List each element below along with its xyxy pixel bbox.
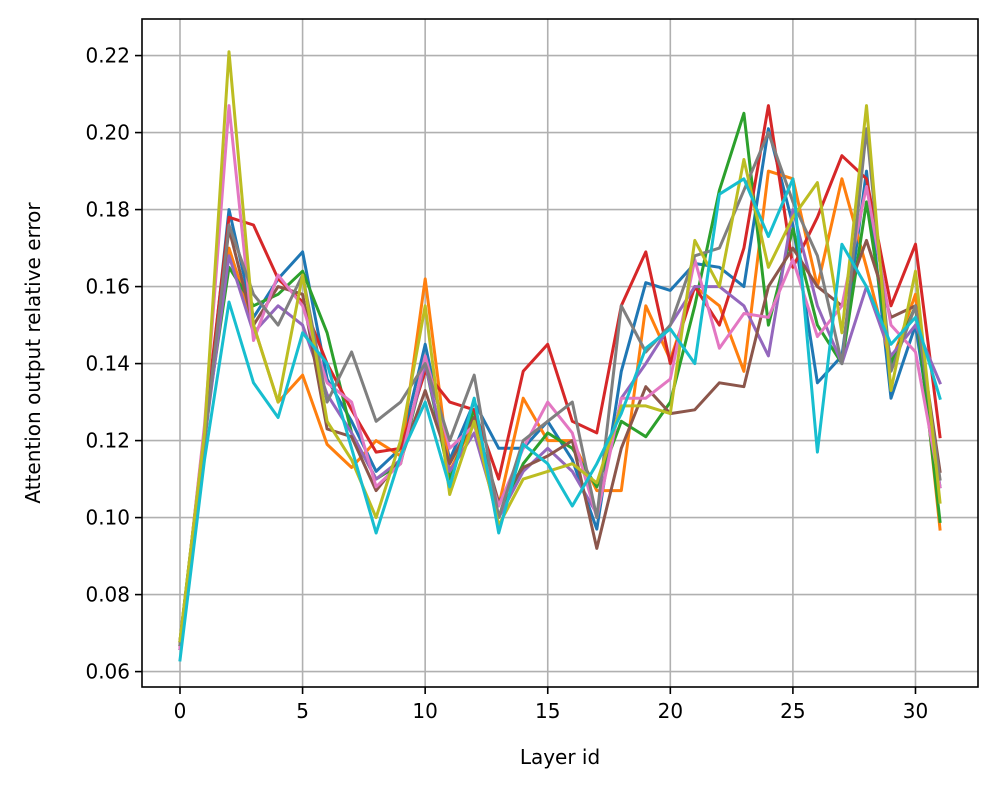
y-tick-label: 0.18: [85, 198, 130, 222]
y-tick-label: 0.16: [85, 275, 130, 299]
plot-series: [178, 50, 942, 662]
x-axis-label: Layer id: [520, 745, 600, 769]
y-tick-label: 0.08: [85, 583, 130, 607]
x-tick-label: 0: [174, 699, 187, 723]
series-line-7: [178, 104, 942, 651]
series-line-9: [178, 50, 942, 643]
y-tick-label: 0.12: [85, 429, 130, 453]
x-tick-label: 10: [412, 699, 437, 723]
x-tick-label: 15: [535, 699, 560, 723]
y-axis-label: Attention output relative error: [21, 202, 45, 504]
x-tick-label: 25: [780, 699, 805, 723]
x-axis-ticks: 0 5 10 15 20 25 30: [174, 687, 928, 723]
plot-frame: [141, 18, 979, 688]
x-tick-label: 30: [903, 699, 928, 723]
y-tick-label: 0.20: [85, 121, 130, 145]
y-tick-label: 0.10: [85, 506, 130, 530]
x-tick-label: 20: [658, 699, 683, 723]
y-axis-ticks: 0.06 0.08 0.10 0.12 0.14 0.16 0.18 0.20 0.22: [85, 44, 142, 684]
x-tick-label: 5: [296, 699, 309, 723]
series-line-10: [178, 177, 942, 662]
y-tick-label: 0.06: [85, 660, 130, 684]
y-tick-label: 0.22: [85, 44, 130, 68]
series-line-3: [178, 111, 942, 643]
y-tick-label: 0.14: [85, 352, 130, 376]
grid-lines: [142, 19, 978, 687]
